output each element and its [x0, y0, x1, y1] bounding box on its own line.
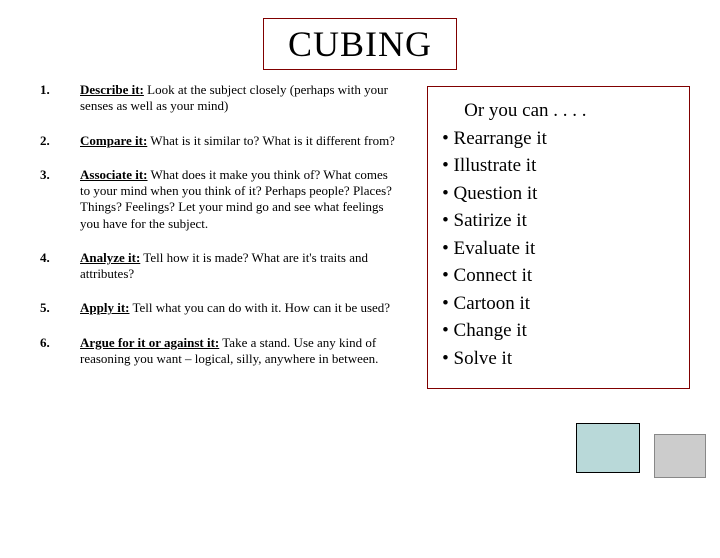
- item-desc: Argue for it or against it: Take a stand…: [80, 335, 397, 368]
- item-number: 1.: [40, 82, 80, 115]
- item-number: 4.: [40, 250, 80, 283]
- alt-item: Change it: [442, 317, 675, 345]
- alt-item: Satirize it: [442, 207, 675, 235]
- item-text: What is it similar to? What is it differ…: [147, 133, 395, 148]
- item-label: Describe it:: [80, 82, 144, 97]
- item-label: Analyze it:: [80, 250, 140, 265]
- alt-item: Cartoon it: [442, 290, 675, 318]
- alternatives-list: Rearrange it Illustrate it Question it S…: [442, 125, 675, 373]
- alternatives-box: Or you can . . . . Rearrange it Illustra…: [427, 86, 690, 389]
- list-item: 3. Associate it: What does it make you t…: [40, 167, 397, 232]
- alternatives-heading: Or you can . . . .: [442, 97, 675, 125]
- item-desc: Associate it: What does it make you thin…: [80, 167, 397, 232]
- item-label: Associate it:: [80, 167, 148, 182]
- item-desc: Compare it: What is it similar to? What …: [80, 133, 397, 149]
- item-desc: Analyze it: Tell how it is made? What ar…: [80, 250, 397, 283]
- title-box: CUBING: [263, 18, 457, 70]
- numbered-list: 1. Describe it: Look at the subject clos…: [40, 82, 397, 389]
- list-item: 5. Apply it: Tell what you can do with i…: [40, 300, 397, 316]
- item-number: 3.: [40, 167, 80, 232]
- decorative-shape-cyan: [576, 423, 640, 473]
- list-item: 1. Describe it: Look at the subject clos…: [40, 82, 397, 115]
- content-area: 1. Describe it: Look at the subject clos…: [0, 82, 720, 389]
- list-item: 4. Analyze it: Tell how it is made? What…: [40, 250, 397, 283]
- item-number: 6.: [40, 335, 80, 368]
- item-desc: Describe it: Look at the subject closely…: [80, 82, 397, 115]
- alt-item: Solve it: [442, 345, 675, 373]
- decorative-shape-grey: [654, 434, 706, 478]
- item-number: 5.: [40, 300, 80, 316]
- alt-item: Connect it: [442, 262, 675, 290]
- page-title: CUBING: [288, 23, 432, 65]
- list-item: 6. Argue for it or against it: Take a st…: [40, 335, 397, 368]
- item-label: Compare it:: [80, 133, 147, 148]
- item-text: Tell what you can do with it. How can it…: [129, 300, 390, 315]
- item-label: Argue for it or against it:: [80, 335, 219, 350]
- alt-item: Rearrange it: [442, 125, 675, 153]
- item-desc: Apply it: Tell what you can do with it. …: [80, 300, 397, 316]
- alt-item: Illustrate it: [442, 152, 675, 180]
- alt-item: Question it: [442, 180, 675, 208]
- alt-item: Evaluate it: [442, 235, 675, 263]
- list-item: 2. Compare it: What is it similar to? Wh…: [40, 133, 397, 149]
- item-label: Apply it:: [80, 300, 129, 315]
- item-number: 2.: [40, 133, 80, 149]
